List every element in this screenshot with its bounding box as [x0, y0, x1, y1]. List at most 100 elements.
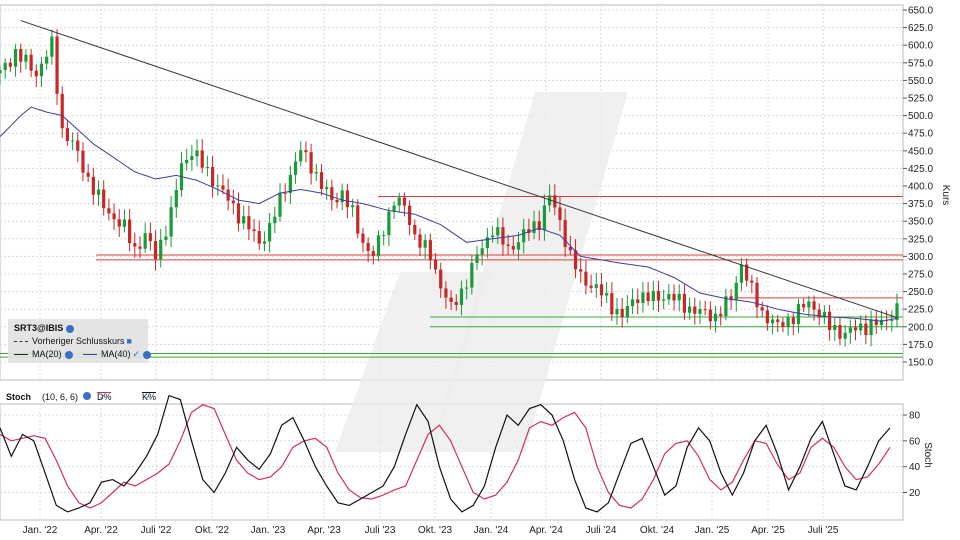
candle-body: [325, 187, 329, 190]
candle-body: [558, 207, 562, 220]
stoch-d-label: D%: [97, 392, 112, 402]
candle-body: [869, 319, 873, 336]
x-tick-label: Jan. '24: [474, 525, 509, 536]
candle-body: [465, 287, 469, 289]
legend-symbol[interactable]: SRT3@IBIS: [14, 322, 75, 334]
k-line-icon: [142, 392, 156, 393]
candle-body: [0, 69, 2, 74]
dashed-line-icon: [14, 341, 28, 343]
candle-body: [656, 290, 661, 301]
candle-body: [662, 299, 666, 301]
candle-body: [688, 306, 692, 313]
y-tick-label: 500.0: [908, 111, 933, 122]
candle-body: [542, 205, 547, 231]
candle-body: [428, 240, 432, 260]
y-tick-label: 525.0: [908, 94, 933, 105]
y-tick-label: 20: [909, 488, 921, 499]
y-tick-label: 475.0: [908, 129, 933, 140]
candle-body: [630, 299, 635, 307]
settings-icon[interactable]: [143, 350, 152, 359]
trend-line: [20, 20, 898, 319]
candle-body: [402, 197, 407, 206]
y-tick-label: 175.0: [908, 340, 933, 351]
candle-body: [164, 236, 168, 240]
candle-body: [335, 199, 339, 203]
candle-body: [200, 150, 204, 168]
candle-body: [470, 262, 474, 288]
candle-body: [672, 293, 676, 301]
candle-body: [750, 280, 754, 283]
candle-body: [563, 219, 567, 248]
candle-body: [812, 301, 816, 310]
candle-body: [485, 237, 489, 249]
candle-body: [770, 319, 775, 324]
y-tick-label: 60: [909, 436, 921, 447]
candle-body: [366, 242, 370, 251]
candle-body: [490, 235, 495, 238]
candle-body: [708, 309, 712, 322]
stoch-title: Stoch: [6, 392, 32, 402]
candle-body: [268, 223, 272, 242]
y-tick-label: 250.0: [908, 287, 933, 298]
candle-body: [304, 150, 308, 153]
y-tick-label: 200.0: [908, 322, 933, 333]
legend-ma20[interactable]: MA(20) MA(40) ✓: [14, 348, 152, 360]
check-icon[interactable]: ■: [126, 336, 132, 346]
candle-body: [636, 299, 640, 303]
candle-body: [55, 36, 59, 94]
candle-body: [148, 233, 152, 242]
check-icon[interactable]: ✓: [144, 392, 152, 402]
settings-icon[interactable]: [64, 350, 73, 359]
candle-body: [755, 282, 759, 308]
candle-body: [247, 216, 251, 230]
candle-body: [454, 301, 458, 305]
y-tick-label: 450.0: [908, 146, 933, 157]
x-tick-label: Apr. '23: [307, 525, 341, 536]
candle-body: [153, 241, 158, 260]
candle-body: [143, 233, 147, 249]
d-line-icon: [97, 392, 111, 393]
candle-body: [210, 166, 215, 187]
candle-body: [86, 172, 90, 177]
candle-body: [833, 324, 837, 331]
candle-body: [698, 309, 702, 314]
candle-body: [693, 306, 697, 314]
info-icon[interactable]: [66, 324, 75, 333]
candle-body: [807, 301, 811, 308]
candle-body: [874, 319, 878, 325]
y-tick-label: 40: [909, 462, 921, 473]
check-icon[interactable]: ✓: [99, 392, 107, 402]
candle-body: [330, 187, 334, 200]
stoch-d-line: [0, 404, 891, 509]
candle-body: [257, 231, 261, 244]
candle-body: [615, 308, 619, 315]
y-axis-label: Kurs: [940, 185, 951, 206]
candle-body: [776, 319, 780, 322]
candle-body: [568, 247, 572, 251]
candle-body: [70, 140, 75, 142]
candle-body: [278, 192, 282, 217]
stoch-k-label: K%: [142, 392, 157, 402]
candle-body: [262, 241, 267, 244]
candle-body: [314, 172, 318, 174]
ma20-line-icon: [14, 354, 28, 356]
check-icon[interactable]: ✓: [132, 349, 141, 359]
candle-body: [739, 264, 744, 283]
info-icon[interactable]: [83, 392, 91, 400]
candle-body: [848, 327, 852, 333]
candle-body: [895, 303, 899, 320]
candle-body: [791, 317, 795, 325]
candle-body: [682, 293, 687, 313]
candle-body: [418, 234, 422, 248]
x-tick-label: Apr. '25: [751, 525, 785, 536]
candle-body: [589, 285, 593, 288]
candle-body: [677, 293, 681, 301]
stoch-k-line: [0, 394, 891, 513]
x-tick-label: Juli '24: [586, 525, 617, 536]
candle-body: [532, 221, 536, 234]
candle-body: [356, 205, 360, 234]
candle-body: [501, 227, 505, 245]
legend-prev-close[interactable]: Vorheriger Schlusskurs ■: [14, 335, 132, 347]
candle-body: [138, 246, 142, 249]
